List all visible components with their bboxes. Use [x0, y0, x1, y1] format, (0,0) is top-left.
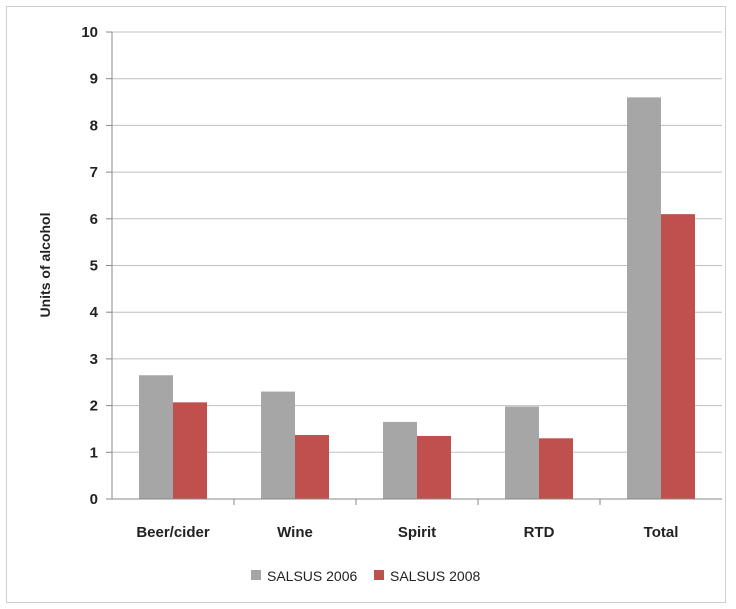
- y-tick-label: 3: [90, 351, 98, 368]
- chart-frame: [6, 6, 726, 603]
- y-tick-label: 6: [90, 211, 98, 228]
- x-tick-label: Total: [644, 524, 679, 541]
- legend-swatch: [251, 570, 261, 580]
- bar-2006-rtd: [505, 406, 539, 499]
- x-tick-label: Beer/cider: [136, 524, 210, 541]
- bar-2008-spirit: [417, 435, 451, 499]
- y-tick-label: 8: [90, 117, 98, 134]
- legend-label: SALSUS 2008: [390, 568, 480, 584]
- x-tick-labels: Beer/cider Wine Spirit RTD Total: [136, 499, 678, 541]
- y-axis-title: Units of alcohol: [37, 213, 53, 318]
- bar-2006-total: [627, 97, 661, 499]
- bars: [139, 97, 695, 499]
- y-tick-label: 4: [90, 304, 99, 321]
- y-tick-label: 10: [81, 24, 98, 41]
- y-tick-label: 9: [90, 71, 98, 88]
- bar-2006-beer-cider: [139, 375, 173, 499]
- gridlines: [112, 31, 722, 453]
- bar-2008-beer-cider: [173, 402, 207, 499]
- y-tick-label: 5: [90, 258, 98, 275]
- bar-2008-wine: [295, 435, 329, 499]
- legend-label: SALSUS 2006: [267, 568, 357, 584]
- bar-2006-wine: [261, 391, 295, 499]
- y-tick-label: 0: [90, 491, 98, 508]
- y-tick-label: 1: [90, 444, 98, 461]
- legend: SALSUS 2006 SALSUS 2008: [251, 568, 480, 584]
- x-tick-label: Spirit: [398, 524, 436, 541]
- bar-2006-spirit: [383, 421, 417, 499]
- x-tick-label: Wine: [277, 524, 313, 541]
- bar-2008-total: [661, 214, 695, 499]
- legend-swatch: [374, 570, 384, 580]
- y-tick-label: 7: [90, 164, 98, 181]
- bar-2008-rtd: [539, 438, 573, 499]
- x-tick-label: RTD: [524, 524, 555, 541]
- y-tick-labels: 0 1 2 3 4 5 6 7 8 9 10: [81, 24, 112, 508]
- y-tick-label: 2: [90, 398, 98, 415]
